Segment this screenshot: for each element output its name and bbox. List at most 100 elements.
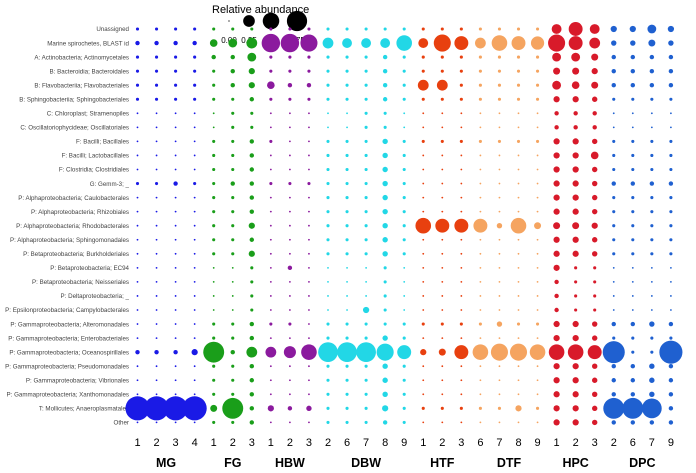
bubble — [249, 335, 255, 341]
bubble — [530, 36, 545, 50]
bubble — [669, 139, 673, 143]
bubble — [136, 210, 139, 213]
bubble — [479, 309, 482, 311]
bubble — [459, 83, 463, 87]
bubble — [326, 378, 330, 382]
bubble — [536, 112, 539, 115]
bubble — [382, 138, 388, 145]
bubble — [174, 393, 177, 396]
bubble — [592, 405, 598, 412]
bubble — [535, 69, 540, 73]
bubble — [571, 52, 581, 62]
bubble — [327, 126, 329, 129]
bubble — [415, 217, 432, 234]
bubble — [479, 365, 482, 368]
bubble — [402, 83, 406, 87]
bubble — [593, 294, 597, 298]
bubble — [269, 69, 273, 73]
bubble — [308, 154, 310, 157]
bubble — [308, 393, 310, 396]
bubble — [650, 210, 654, 214]
bubble — [308, 196, 310, 199]
bubble — [571, 81, 580, 90]
bubble — [441, 154, 444, 157]
bubble — [345, 392, 349, 396]
bubble — [641, 398, 662, 419]
bubble — [649, 363, 655, 369]
bubble — [345, 139, 349, 143]
bubble — [326, 83, 330, 87]
bubble — [212, 83, 216, 87]
bubble — [212, 322, 216, 326]
bubble — [326, 153, 330, 158]
bubble — [551, 24, 562, 34]
bubble — [154, 40, 159, 46]
bubble — [441, 196, 444, 199]
bubble — [269, 139, 273, 143]
bubble — [479, 238, 482, 241]
bubble — [288, 55, 292, 59]
bubble — [193, 309, 196, 311]
bubble — [269, 210, 272, 213]
bubble — [498, 295, 501, 297]
bubble — [535, 97, 540, 101]
bubble — [269, 379, 272, 382]
bubble — [650, 167, 654, 172]
bubble — [249, 209, 255, 214]
bubble — [212, 196, 216, 200]
bubble — [364, 125, 368, 129]
bubble — [517, 182, 520, 185]
bubble — [288, 181, 292, 186]
bubble — [212, 27, 216, 31]
bubble — [668, 406, 674, 411]
bubble — [630, 54, 636, 60]
bubble — [289, 252, 291, 255]
bubble — [650, 139, 654, 143]
bubble — [497, 83, 502, 87]
bubble — [669, 153, 673, 158]
bubble — [247, 52, 257, 62]
bubble — [269, 224, 272, 227]
bubble — [345, 336, 349, 340]
bubble — [135, 27, 140, 31]
bubble — [212, 97, 216, 101]
bubble — [536, 210, 539, 213]
row-label: P: Alphaproteobacteria; Caulobacterales — [18, 195, 129, 202]
bubble — [249, 378, 255, 383]
bubble — [441, 337, 444, 339]
bubble — [269, 252, 272, 255]
bubble — [212, 364, 216, 368]
bubble — [249, 363, 255, 369]
bubble — [647, 24, 657, 34]
bubble — [441, 238, 444, 241]
bubble — [498, 126, 501, 129]
bubble — [364, 167, 368, 172]
bubble — [650, 224, 654, 228]
bubble — [422, 379, 425, 382]
bubble — [193, 27, 197, 31]
bubble — [318, 342, 338, 363]
bubble — [402, 322, 406, 326]
bubble — [650, 126, 653, 129]
bubble — [249, 97, 255, 102]
bubble — [631, 224, 635, 228]
bubble — [155, 252, 158, 255]
bubble — [308, 337, 310, 339]
bubble — [553, 166, 560, 173]
bubble — [535, 83, 540, 87]
bubble — [345, 153, 349, 158]
bubble — [212, 295, 215, 297]
bubble — [193, 379, 196, 382]
bubble — [402, 153, 406, 158]
bubble — [649, 82, 655, 88]
bubble — [554, 111, 559, 116]
bubble — [649, 391, 655, 397]
bubble — [454, 345, 469, 360]
bubble — [568, 22, 583, 36]
bubble — [592, 208, 598, 215]
bubble — [649, 54, 655, 60]
bubble — [529, 344, 546, 360]
bubble — [249, 237, 255, 242]
legend-title: Relative abundance — [212, 4, 309, 16]
row-label: A: Actinobacteria; Actinomycetales — [34, 54, 129, 61]
